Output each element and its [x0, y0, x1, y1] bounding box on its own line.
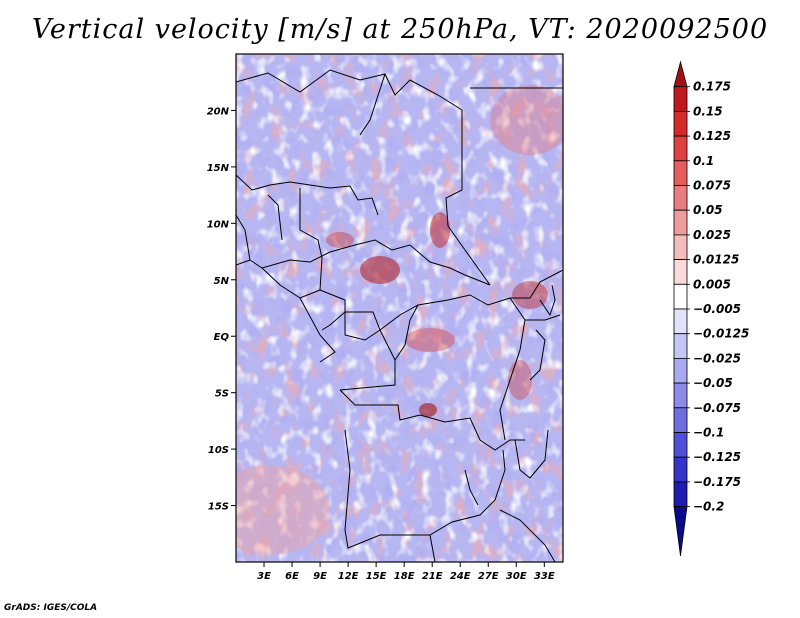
- colorbar-segment: [673, 481, 688, 507]
- chart-title: Vertical velocity [m/s] at 250hPa, VT: 2…: [31, 14, 769, 45]
- colorbar-label: −0.0125: [693, 327, 749, 341]
- colorbar-segment: [673, 407, 688, 433]
- colorbar-segment: [673, 333, 688, 359]
- colorbar-label: 0.025: [693, 228, 731, 242]
- colorbar-label: 0.005: [693, 277, 731, 291]
- colorbar-top-arrow: [673, 60, 688, 88]
- lon-label: 9E: [313, 571, 327, 582]
- colorbar-segment: [673, 111, 688, 137]
- colorbar-segment: [673, 86, 688, 112]
- lon-label: 21E: [422, 571, 443, 582]
- lon-label: 30E: [506, 571, 527, 582]
- colorbar-label: −0.175: [693, 475, 741, 489]
- lat-label: 5S: [215, 389, 229, 400]
- colorbar-segment: [673, 185, 688, 211]
- colorbar-label: −0.025: [693, 351, 741, 365]
- colorbar-segment: [673, 234, 688, 260]
- lon-label: 18E: [394, 571, 415, 582]
- lat-label: 5N: [214, 276, 230, 287]
- colorbar-label: −0.005: [693, 302, 741, 316]
- country-borders: [236, 69, 563, 562]
- lat-label: 15N: [207, 163, 230, 174]
- colorbar-segment: [673, 283, 688, 310]
- colorbar-segment: [673, 209, 688, 236]
- lat-label: 10S: [208, 445, 229, 456]
- colorbar-label: 0.05: [693, 203, 723, 217]
- colorbar-label: −0.2: [693, 500, 724, 514]
- lon-label: 33E: [534, 571, 555, 582]
- colorbar-label: −0.05: [693, 376, 733, 390]
- colorbar-bottom-arrow: [673, 506, 688, 557]
- colorbar-segment: [673, 308, 688, 335]
- lon-label: 24E: [450, 571, 471, 582]
- colorbar-segment: [673, 432, 688, 458]
- colorbar-segment: [673, 456, 688, 483]
- colorbar-label: −0.075: [693, 401, 741, 415]
- lat-label: 20N: [207, 106, 230, 117]
- colorbar: 0.175 0.15 0.125 0.1 0.075 0.05 0.025 0.0125 0.0…: [673, 60, 749, 557]
- lon-label: 3E: [257, 571, 271, 582]
- longitude-axis: 3E 6E 9E 12E 15E 18E 21E 24E 27E 30E 33E: [257, 562, 555, 582]
- colorbar-label: 0.0125: [693, 253, 739, 267]
- vertical-velocity-field: [236, 54, 563, 562]
- colorbar-label: 0.1: [693, 154, 714, 168]
- colorbar-segment: [673, 135, 688, 162]
- colorbar-label: −0.125: [693, 450, 741, 464]
- colorbar-label: 0.125: [693, 129, 731, 143]
- latitude-axis: 20N 15N 10N 5N EQ 5S 10S 15S: [207, 106, 236, 513]
- lon-label: 6E: [285, 571, 299, 582]
- lat-label: 15S: [208, 502, 229, 513]
- colorbar-segment: [673, 357, 688, 384]
- colorbar-segment: [673, 160, 688, 186]
- lat-label: 10N: [207, 219, 230, 230]
- lat-label: EQ: [214, 332, 230, 343]
- colorbar-label: 0.15: [693, 104, 723, 118]
- colorbar-segment: [673, 382, 688, 409]
- map-frame: [235, 53, 564, 563]
- colorbar-segment: [673, 259, 688, 285]
- lon-label: 15E: [366, 571, 387, 582]
- colorbar-label: 0.175: [693, 80, 731, 94]
- grads-credit: GrADS: IGES/COLA: [4, 603, 98, 613]
- colorbar-label: −0.1: [693, 426, 724, 440]
- colorbar-label: 0.075: [693, 179, 731, 193]
- lon-label: 27E: [478, 571, 499, 582]
- lon-label: 12E: [338, 571, 359, 582]
